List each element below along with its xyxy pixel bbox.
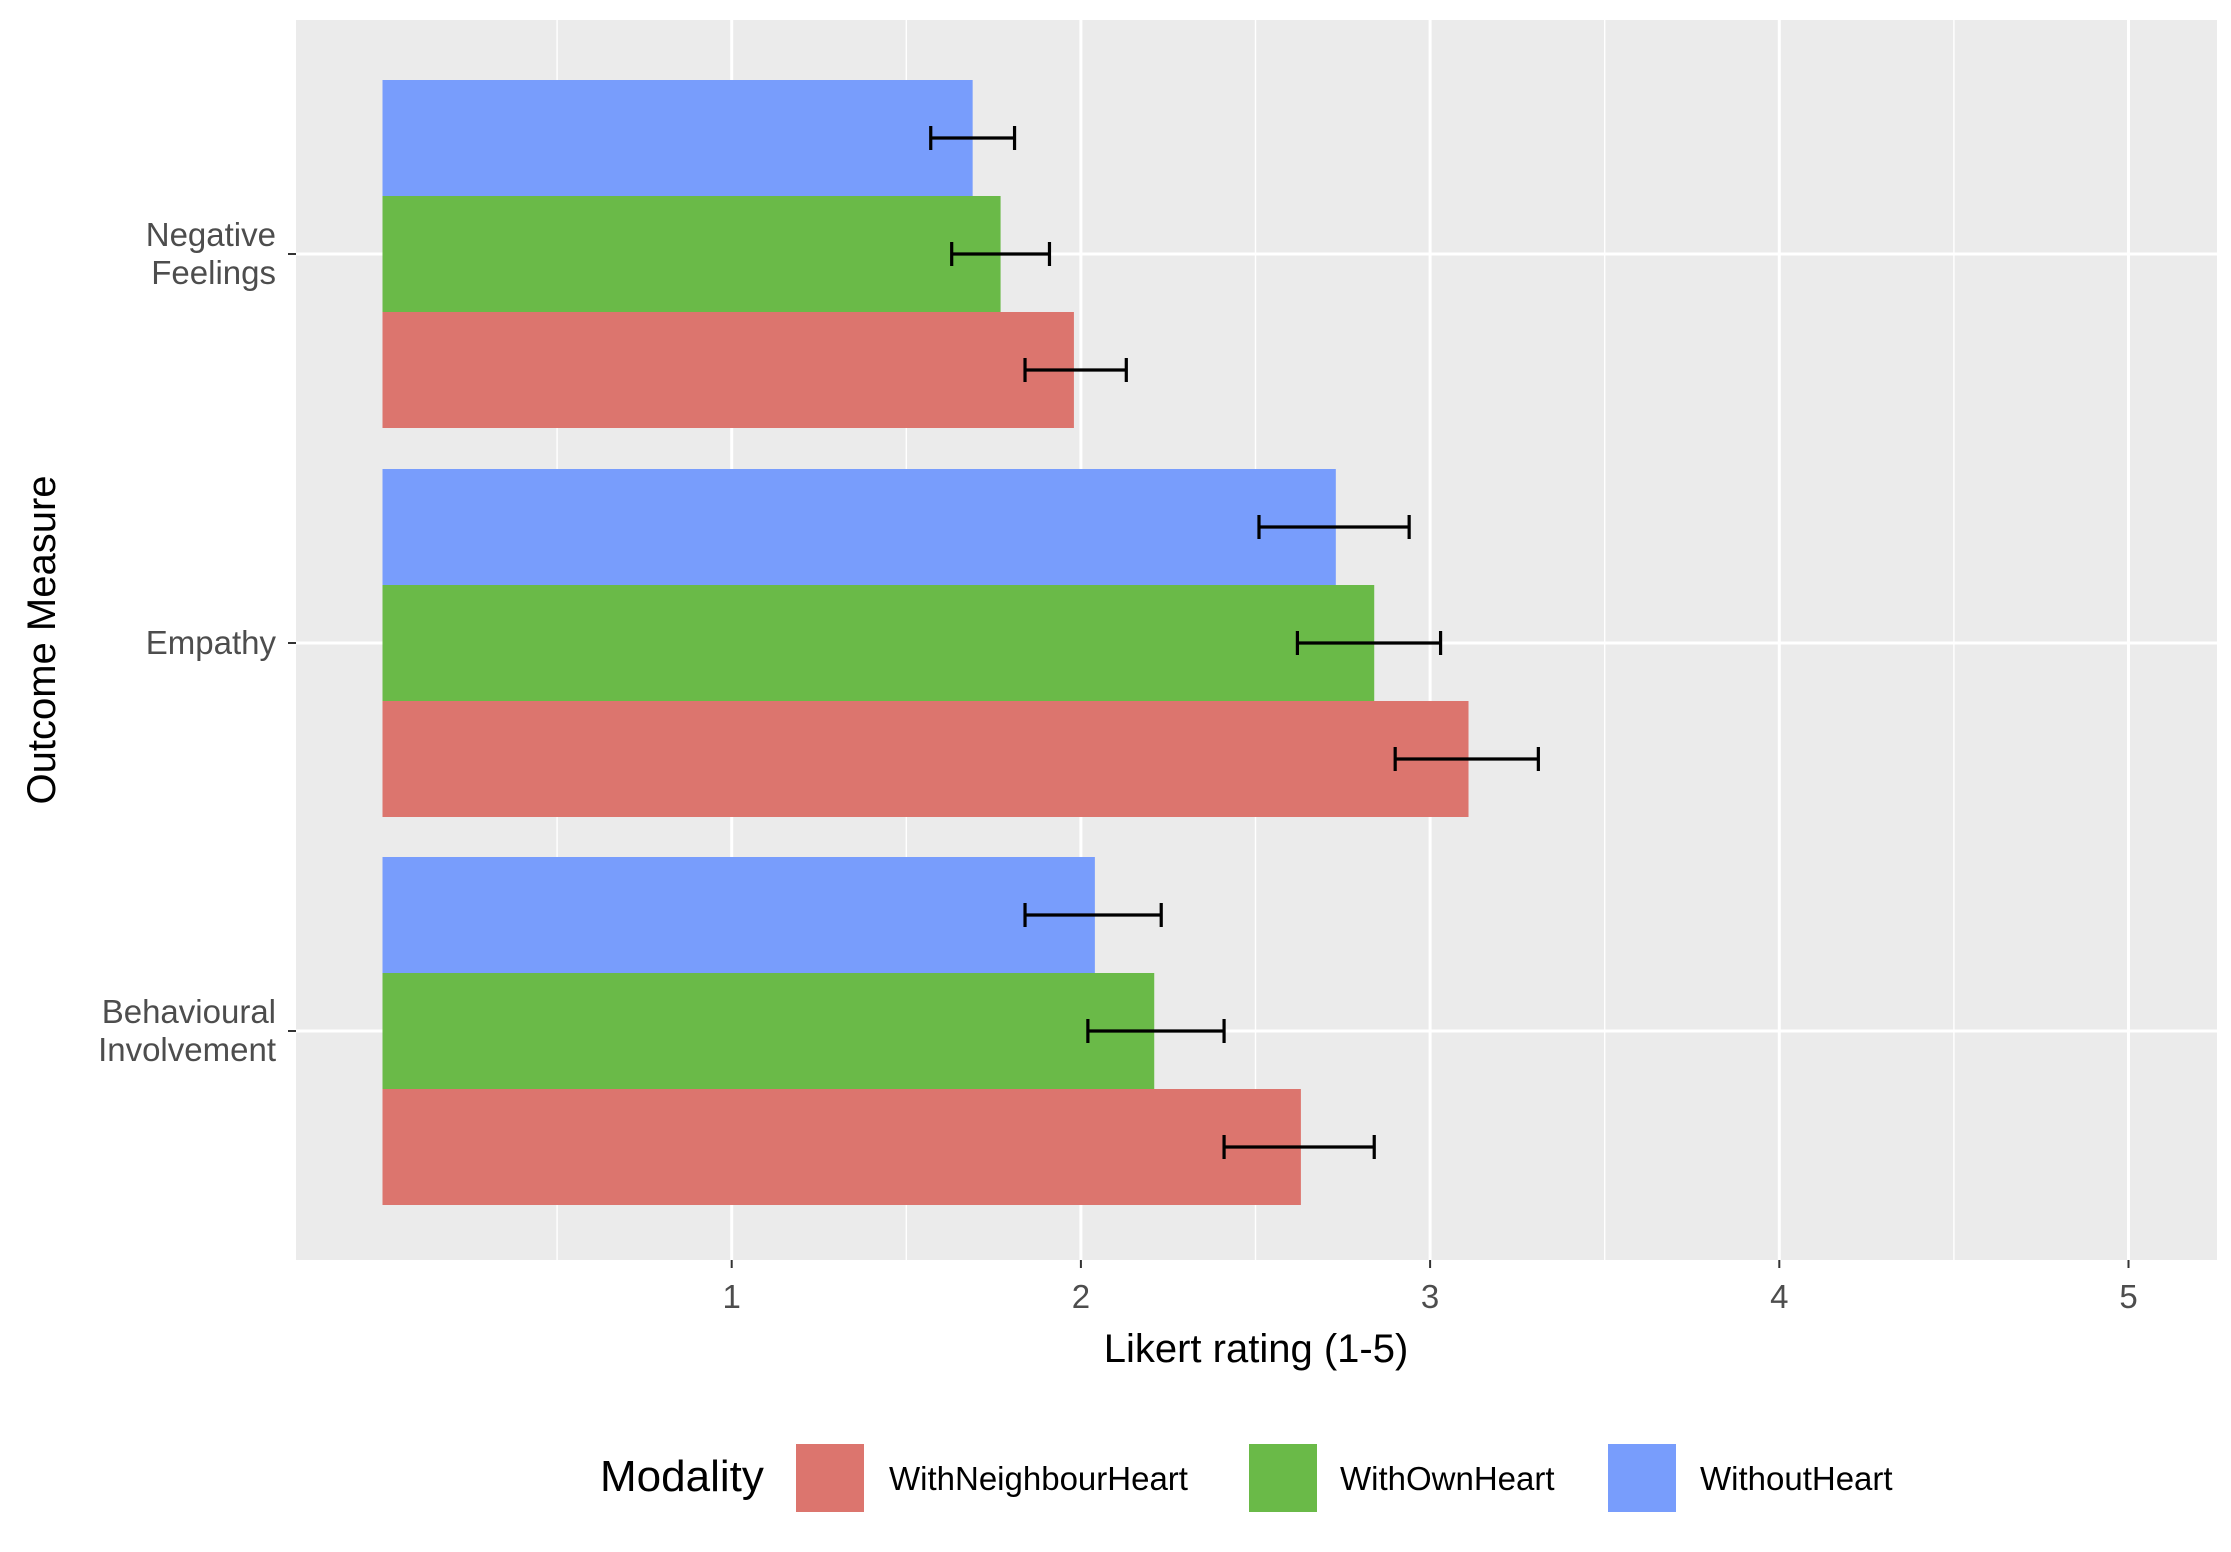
- legend-label-WithOwnHeart: WithOwnHeart: [1340, 1460, 1555, 1497]
- bar-behavioural-involvement-WithoutHeart: [382, 857, 1095, 973]
- error-bar-negative-feelings-WithNeighbourHeart: [1023, 358, 1128, 382]
- legend-key-WithOwnHeart: [1249, 1444, 1317, 1512]
- bar-negative-feelings-WithoutHeart: [382, 80, 973, 196]
- error-bar-negative-feelings-WithOwnHeart: [950, 242, 1052, 266]
- error-bars-group: [929, 126, 1540, 1159]
- bar-empathy-WithNeighbourHeart: [382, 701, 1469, 817]
- x-tick-label: 4: [1770, 1278, 1788, 1315]
- bars-group: [382, 80, 1469, 1205]
- error-bar-negative-feelings-WithoutHeart: [929, 126, 1017, 150]
- error-bar-empathy-WithoutHeart: [1257, 515, 1411, 539]
- x-axis: 1 2 3 4 5: [723, 1260, 2138, 1315]
- error-bar-empathy-WithOwnHeart: [1295, 631, 1443, 655]
- bar-negative-feelings-WithNeighbourHeart: [382, 312, 1074, 428]
- y-axis: Negative Feelings Empathy Behavioural Involv…: [98, 216, 296, 1068]
- error-bar-behavioural-involvement-WithOwnHeart: [1086, 1019, 1226, 1043]
- error-bar-behavioural-involvement-WithNeighbourHeart: [1222, 1135, 1376, 1159]
- bar-behavioural-involvement-WithOwnHeart: [382, 973, 1155, 1089]
- y-tick-label-behavioural-involvement: Behavioural Involvement: [98, 993, 276, 1068]
- legend-title: Modality: [600, 1452, 764, 1501]
- x-axis-title: Likert rating (1-5): [1104, 1327, 1409, 1371]
- y-tick-label-negative-feelings: Negative Feelings: [146, 216, 276, 291]
- legend-key-WithoutHeart: [1608, 1444, 1676, 1512]
- bar-empathy-WithOwnHeart: [382, 585, 1375, 701]
- legend-label-WithNeighbourHeart: WithNeighbourHeart: [889, 1460, 1188, 1497]
- legend-key-WithNeighbourHeart: [796, 1444, 864, 1512]
- error-bar-empathy-WithNeighbourHeart: [1393, 747, 1540, 771]
- y-tick-label-empathy: Empathy: [146, 624, 277, 661]
- bar-empathy-WithoutHeart: [382, 469, 1336, 585]
- bar-negative-feelings-WithOwnHeart: [382, 196, 1001, 312]
- legend-label-WithoutHeart: WithoutHeart: [1700, 1460, 1893, 1497]
- x-tick-label: 2: [1072, 1278, 1090, 1315]
- bar-behavioural-involvement-WithNeighbourHeart: [382, 1089, 1301, 1205]
- x-tick-label: 1: [723, 1278, 741, 1315]
- x-tick-label: 3: [1421, 1278, 1439, 1315]
- error-bar-behavioural-involvement-WithoutHeart: [1023, 903, 1163, 927]
- legend: Modality WithNeighbourHeart WithOwnHeart W…: [600, 1444, 1893, 1512]
- x-tick-label: 5: [2119, 1278, 2137, 1315]
- y-axis-title: Outcome Measure: [20, 475, 64, 804]
